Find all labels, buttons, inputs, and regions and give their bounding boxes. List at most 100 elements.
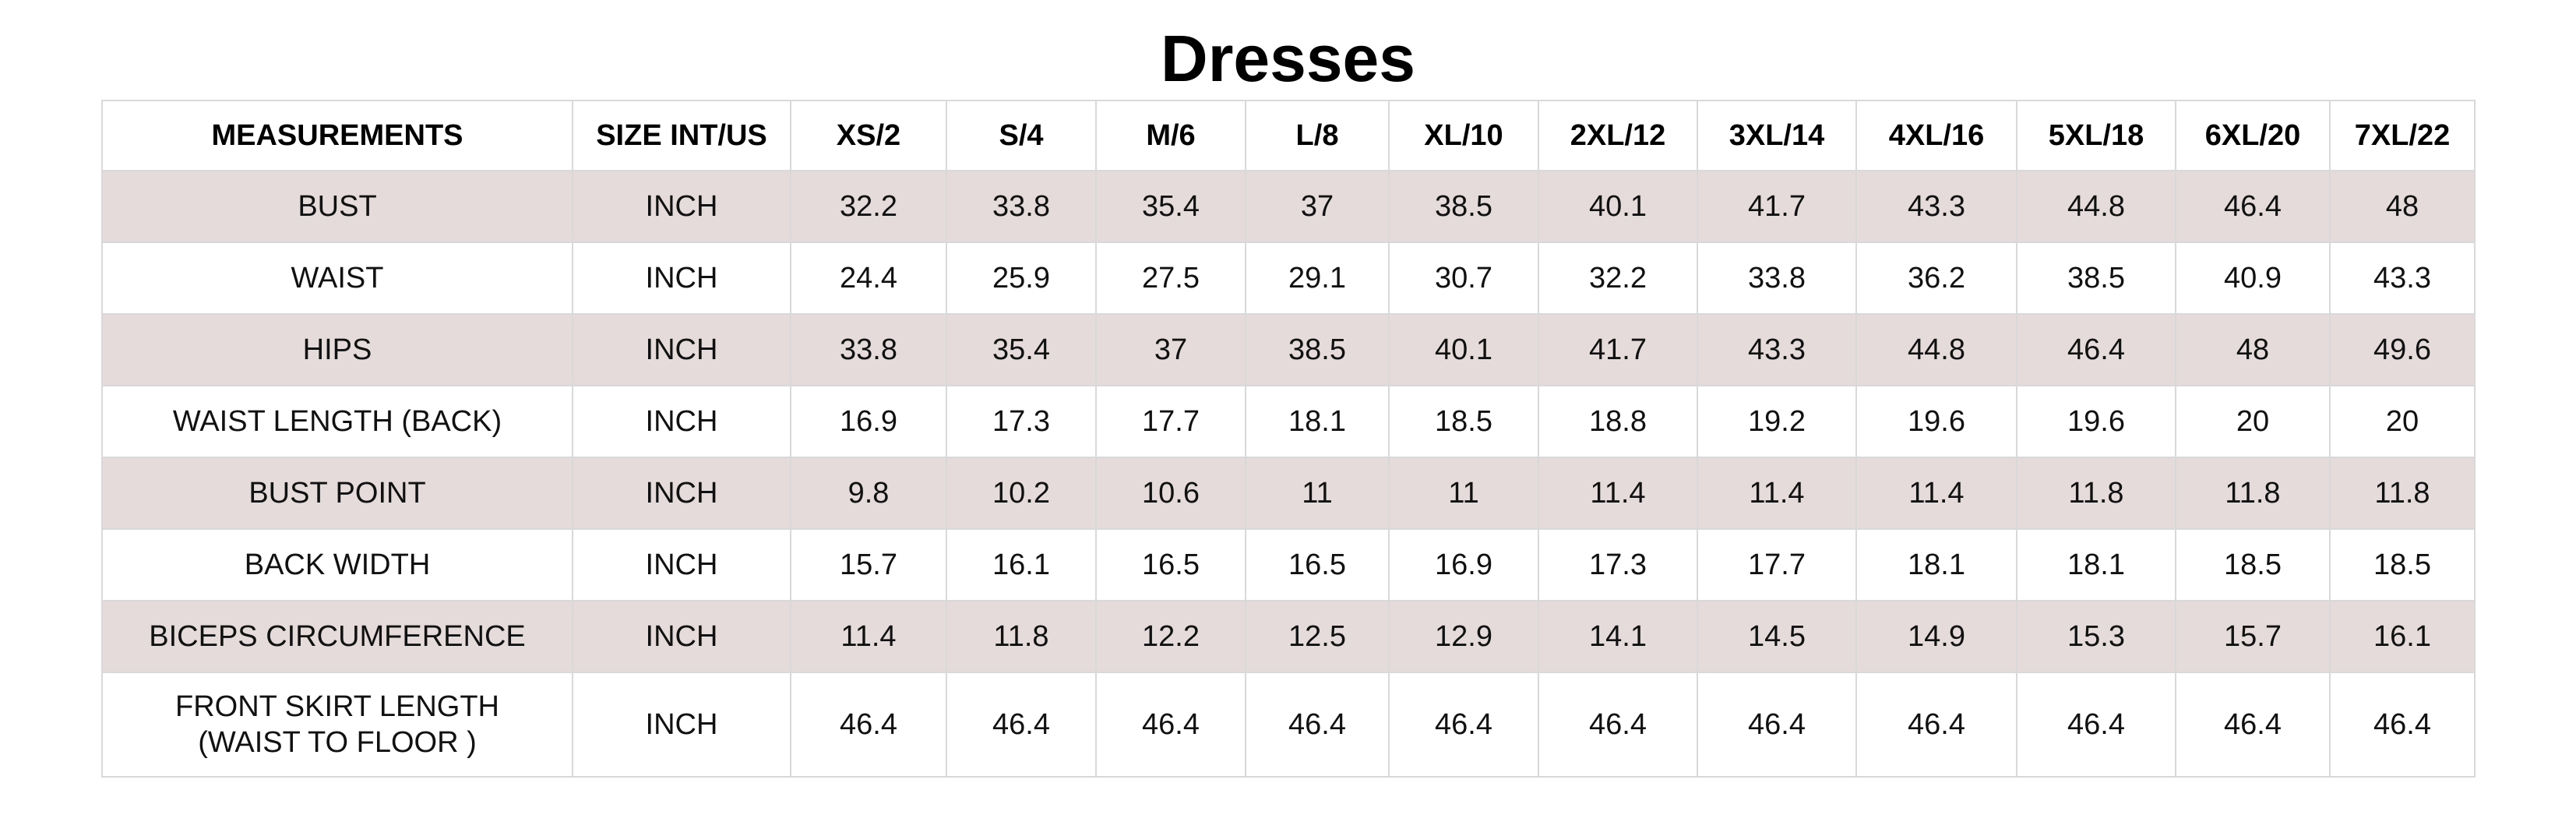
unit-cell: INCH (572, 313, 791, 386)
column-header: MEASUREMENTS (101, 100, 573, 171)
measurement-label: BICEPS CIRCUMFERENCE (101, 600, 573, 673)
measurement-label: WAIST LENGTH (BACK) (101, 385, 573, 458)
value-cell: 43.3 (1697, 313, 1857, 386)
value-cell: 18.5 (2329, 528, 2476, 601)
value-cell: 46.4 (1855, 672, 2017, 778)
table-header-row: MEASUREMENTS SIZE INT/US XS/2 S/4 M/6 L/8 XL/1… (101, 100, 2476, 171)
unit-cell: INCH (572, 600, 791, 673)
unit-cell: INCH (572, 528, 791, 601)
value-cell: 17.3 (1538, 528, 1698, 601)
value-cell: 38.5 (1245, 313, 1390, 386)
value-cell: 46.4 (1697, 672, 1857, 778)
value-cell: 11.4 (1697, 457, 1857, 530)
value-cell: 18.5 (1388, 385, 1539, 458)
value-cell: 35.4 (946, 313, 1097, 386)
value-cell: 46.4 (2175, 672, 2331, 778)
value-cell: 46.4 (2016, 672, 2176, 778)
value-cell: 16.9 (790, 385, 947, 458)
value-cell: 17.7 (1095, 385, 1246, 458)
value-cell: 16.5 (1245, 528, 1390, 601)
value-cell: 32.2 (1538, 242, 1698, 315)
value-cell: 46.4 (2329, 672, 2476, 778)
table-row: BICEPS CIRCUMFERENCE INCH 11.4 11.8 12.2 12.5… (101, 600, 2476, 673)
table-row: BUST INCH 32.2 33.8 35.4 37 38.5 40.1 41.7 43.3 44… (101, 170, 2476, 243)
value-cell: 48 (2175, 313, 2331, 386)
value-cell: 44.8 (1855, 313, 2017, 386)
value-cell: 11.8 (2329, 457, 2476, 530)
value-cell: 49.6 (2329, 313, 2476, 386)
value-cell: 20 (2329, 385, 2476, 458)
column-header: M/6 (1095, 100, 1246, 171)
column-header: L/8 (1245, 100, 1390, 171)
value-cell: 43.3 (1855, 170, 2017, 243)
value-cell: 10.2 (946, 457, 1097, 530)
value-cell: 14.9 (1855, 600, 2017, 673)
column-header: 3XL/14 (1697, 100, 1857, 171)
measurement-label: WAIST (101, 242, 573, 315)
value-cell: 46.4 (946, 672, 1097, 778)
value-cell: 18.1 (2016, 528, 2176, 601)
value-cell: 46.4 (790, 672, 947, 778)
value-cell: 44.8 (2016, 170, 2176, 243)
table-row: HIPS INCH 33.8 35.4 37 38.5 40.1 41.7 43.3 44.8 46… (101, 313, 2476, 386)
value-cell: 33.8 (790, 313, 947, 386)
measurement-label: BUST (101, 170, 573, 243)
value-cell: 18.1 (1245, 385, 1390, 458)
value-cell: 20 (2175, 385, 2331, 458)
value-cell: 17.3 (946, 385, 1097, 458)
value-cell: 17.7 (1697, 528, 1857, 601)
value-cell: 12.2 (1095, 600, 1246, 673)
value-cell: 18.8 (1538, 385, 1698, 458)
column-header: XL/10 (1388, 100, 1539, 171)
column-header: XS/2 (790, 100, 947, 171)
value-cell: 14.5 (1697, 600, 1857, 673)
page-title: Dresses (1161, 22, 1415, 95)
value-cell: 41.7 (1697, 170, 1857, 243)
value-cell: 16.1 (946, 528, 1097, 601)
value-cell: 38.5 (1388, 170, 1539, 243)
column-header: S/4 (946, 100, 1097, 171)
value-cell: 37 (1245, 170, 1390, 243)
value-cell: 48 (2329, 170, 2476, 243)
value-cell: 14.1 (1538, 600, 1698, 673)
table-row: WAIST LENGTH (BACK) INCH 16.9 17.3 17.7 18.1 1… (101, 385, 2476, 458)
table-body: BUST INCH 32.2 33.8 35.4 37 38.5 40.1 41.7 43.3 44… (101, 170, 2476, 778)
value-cell: 11 (1388, 457, 1539, 530)
value-cell: 30.7 (1388, 242, 1539, 315)
value-cell: 18.5 (2175, 528, 2331, 601)
column-header: 2XL/12 (1538, 100, 1698, 171)
value-cell: 10.6 (1095, 457, 1246, 530)
value-cell: 27.5 (1095, 242, 1246, 315)
value-cell: 24.4 (790, 242, 947, 315)
value-cell: 11.8 (2175, 457, 2331, 530)
column-header: 5XL/18 (2016, 100, 2176, 171)
table-row: FRONT SKIRT LENGTH (WAIST TO FLOOR ) INCH 4… (101, 672, 2476, 778)
value-cell: 9.8 (790, 457, 947, 530)
value-cell: 36.2 (1855, 242, 2017, 315)
unit-cell: INCH (572, 457, 791, 530)
measurement-label: HIPS (101, 313, 573, 386)
measurement-label-line: FRONT SKIRT LENGTH (175, 690, 499, 723)
value-cell: 18.1 (1855, 528, 2017, 601)
unit-cell: INCH (572, 385, 791, 458)
value-cell: 46.4 (1388, 672, 1539, 778)
unit-cell: INCH (572, 672, 791, 778)
value-cell: 12.5 (1245, 600, 1390, 673)
measurement-label-line: (WAIST TO FLOOR ) (198, 726, 477, 759)
value-cell: 46.4 (1538, 672, 1698, 778)
value-cell: 29.1 (1245, 242, 1390, 315)
value-cell: 15.7 (790, 528, 947, 601)
value-cell: 46.4 (1095, 672, 1246, 778)
unit-cell: INCH (572, 242, 791, 315)
value-cell: 40.1 (1388, 313, 1539, 386)
value-cell: 35.4 (1095, 170, 1246, 243)
column-header: SIZE INT/US (572, 100, 791, 171)
value-cell: 15.3 (2016, 600, 2176, 673)
value-cell: 19.6 (2016, 385, 2176, 458)
value-cell: 11 (1245, 457, 1390, 530)
value-cell: 46.4 (2175, 170, 2331, 243)
measurement-label: BACK WIDTH (101, 528, 573, 601)
value-cell: 43.3 (2329, 242, 2476, 315)
value-cell: 11.8 (2016, 457, 2176, 530)
value-cell: 11.4 (1855, 457, 2017, 530)
